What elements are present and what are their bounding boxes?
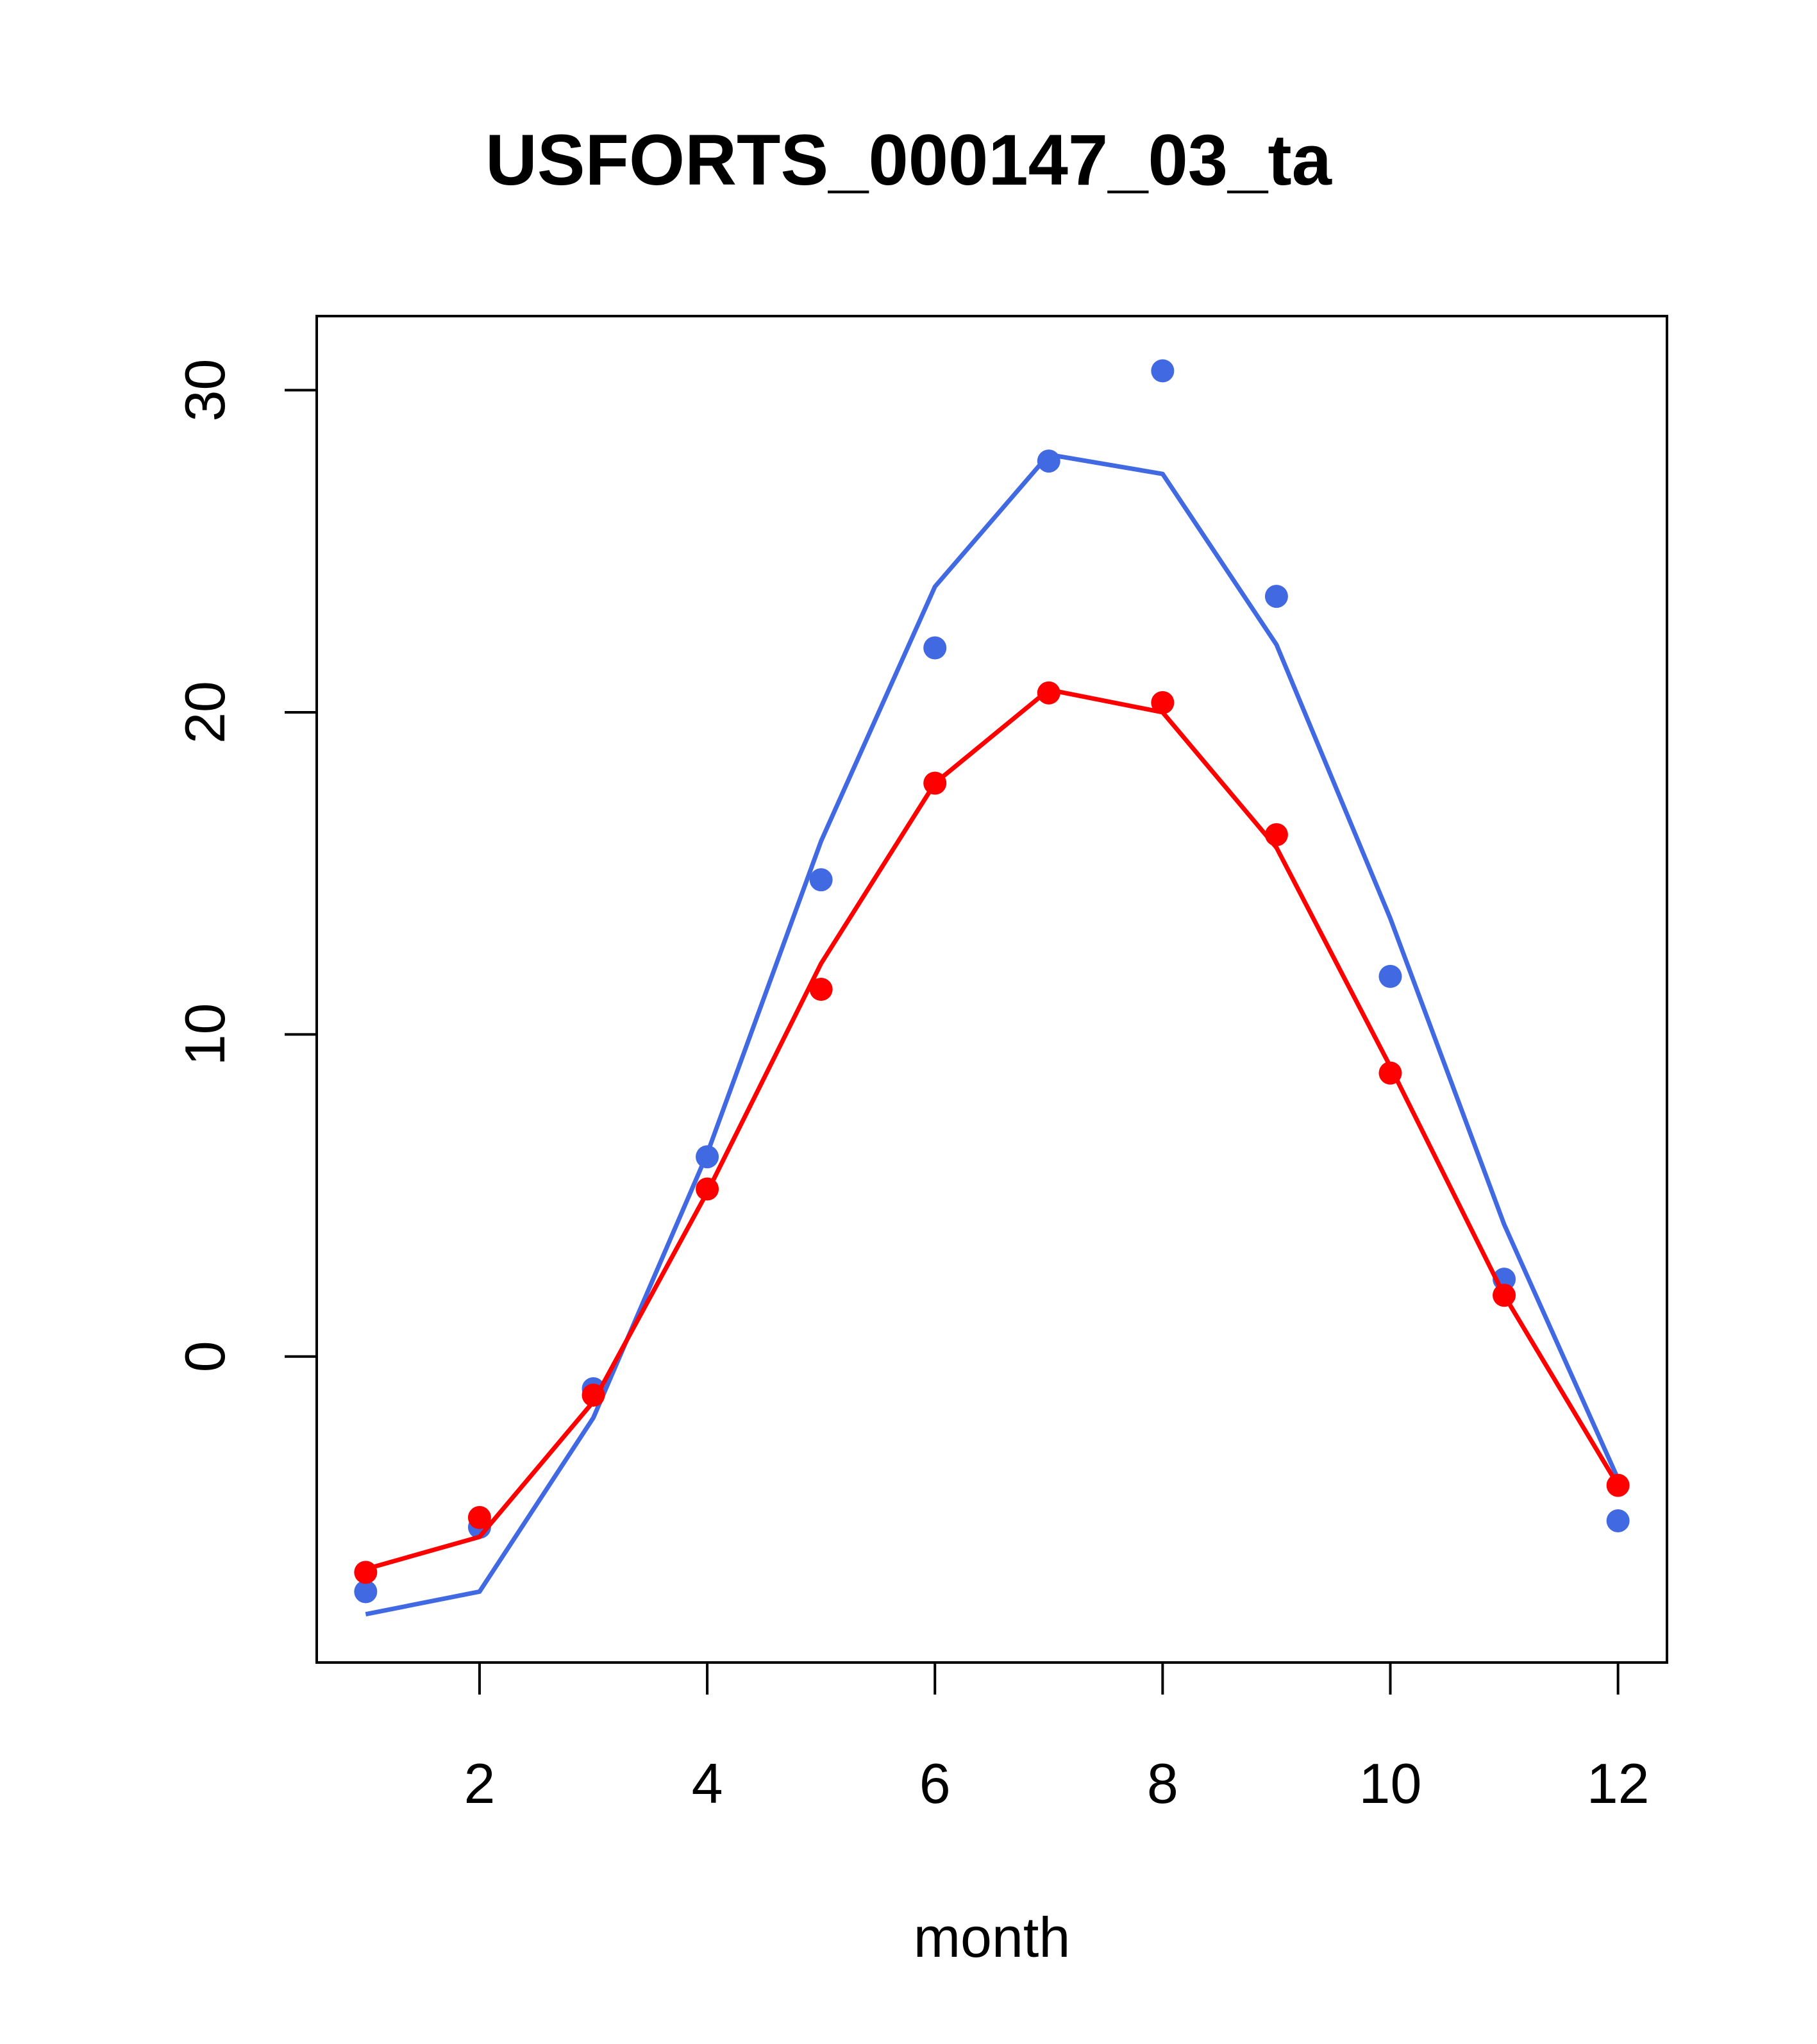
data-point: [354, 1580, 378, 1604]
x-tick-label: 10: [1359, 1752, 1422, 1815]
y-tick-label: 20: [173, 681, 237, 744]
y-axis: 0 10 20 30: [173, 359, 318, 1372]
data-point: [923, 636, 947, 660]
chart-title: USFORTS_000147_03_ta: [485, 120, 1332, 200]
data-point: [582, 1384, 605, 1407]
x-axis: 2 4 6 8 10 12: [464, 1661, 1650, 1815]
x-axis-label: month: [914, 1906, 1071, 1969]
data-point: [1151, 691, 1175, 714]
series-line: [365, 687, 1620, 1571]
data-point: [354, 1561, 378, 1584]
data-point: [923, 771, 947, 795]
x-tick-label: 12: [1587, 1752, 1650, 1815]
series-2: [354, 681, 1630, 1584]
data-point: [1378, 964, 1402, 988]
data-point: [1264, 823, 1288, 846]
data-point: [1606, 1473, 1630, 1497]
series-layer: [354, 359, 1630, 1617]
data-point: [1151, 359, 1175, 383]
data-point: [809, 978, 833, 1001]
y-tick-label: 10: [173, 1003, 237, 1066]
x-tick-label: 4: [692, 1752, 723, 1815]
data-point: [1037, 449, 1060, 473]
data-point: [696, 1177, 719, 1201]
data-point: [1606, 1509, 1630, 1532]
x-tick-label: 8: [1147, 1752, 1178, 1815]
data-point: [809, 868, 833, 892]
data-point: [696, 1145, 719, 1169]
x-tick-label: 6: [919, 1752, 951, 1815]
series-line: [365, 452, 1620, 1617]
data-point: [1378, 1061, 1402, 1085]
x-tick-label: 2: [464, 1752, 495, 1815]
data-point: [467, 1505, 491, 1529]
y-tick-label: 30: [173, 359, 237, 422]
series-1: [354, 359, 1630, 1617]
data-point: [1264, 585, 1288, 608]
data-point: [1037, 681, 1060, 705]
y-tick-label: 0: [173, 1341, 237, 1372]
data-point: [1493, 1284, 1516, 1307]
